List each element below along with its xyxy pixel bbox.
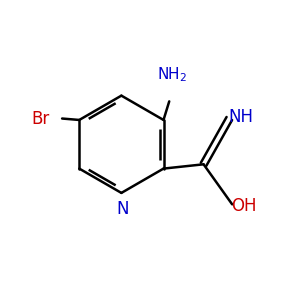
Text: NH$_2$: NH$_2$ xyxy=(157,65,187,83)
Text: Br: Br xyxy=(32,110,50,128)
Text: NH: NH xyxy=(228,108,253,126)
Text: OH: OH xyxy=(231,197,256,215)
Text: N: N xyxy=(117,200,129,218)
